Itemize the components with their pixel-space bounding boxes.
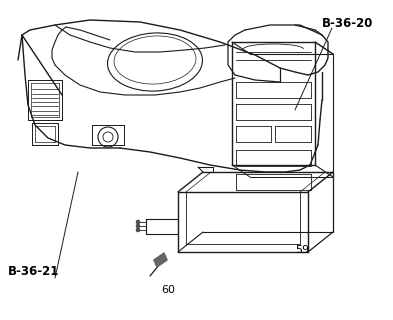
Circle shape (136, 224, 140, 228)
Polygon shape (154, 253, 167, 267)
Text: 59: 59 (295, 245, 309, 255)
Text: B-36-21: B-36-21 (8, 265, 59, 278)
Circle shape (136, 220, 140, 224)
Circle shape (136, 228, 140, 232)
Text: 60: 60 (161, 285, 175, 295)
Text: B-36-20: B-36-20 (322, 17, 373, 30)
